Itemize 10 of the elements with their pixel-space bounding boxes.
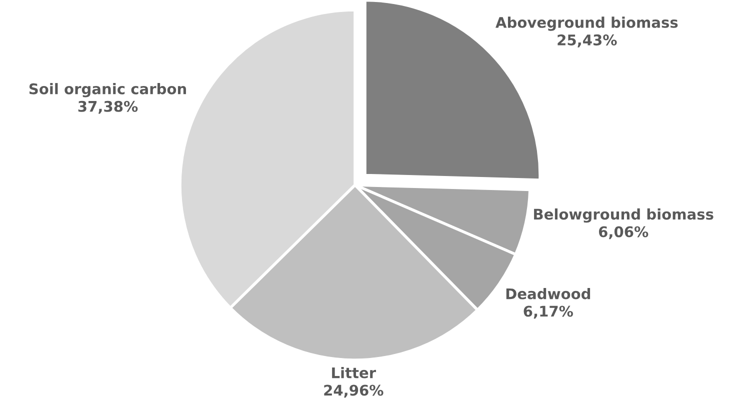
data-label: 25,43% bbox=[558, 34, 617, 48]
data-label: 6,06% bbox=[598, 226, 648, 240]
data-label: 24,96% bbox=[324, 384, 384, 398]
slice-label: Litter bbox=[332, 366, 376, 378]
data-label: 6,17% bbox=[524, 306, 573, 319]
slice-label: Aboveground biomass bbox=[496, 16, 678, 31]
slice-label: Belowground biomass bbox=[534, 208, 714, 223]
data-label: 37,38% bbox=[78, 100, 138, 114]
slice-label: Soil organic carbon bbox=[29, 83, 186, 98]
slice-label: Deadwood bbox=[506, 288, 590, 300]
